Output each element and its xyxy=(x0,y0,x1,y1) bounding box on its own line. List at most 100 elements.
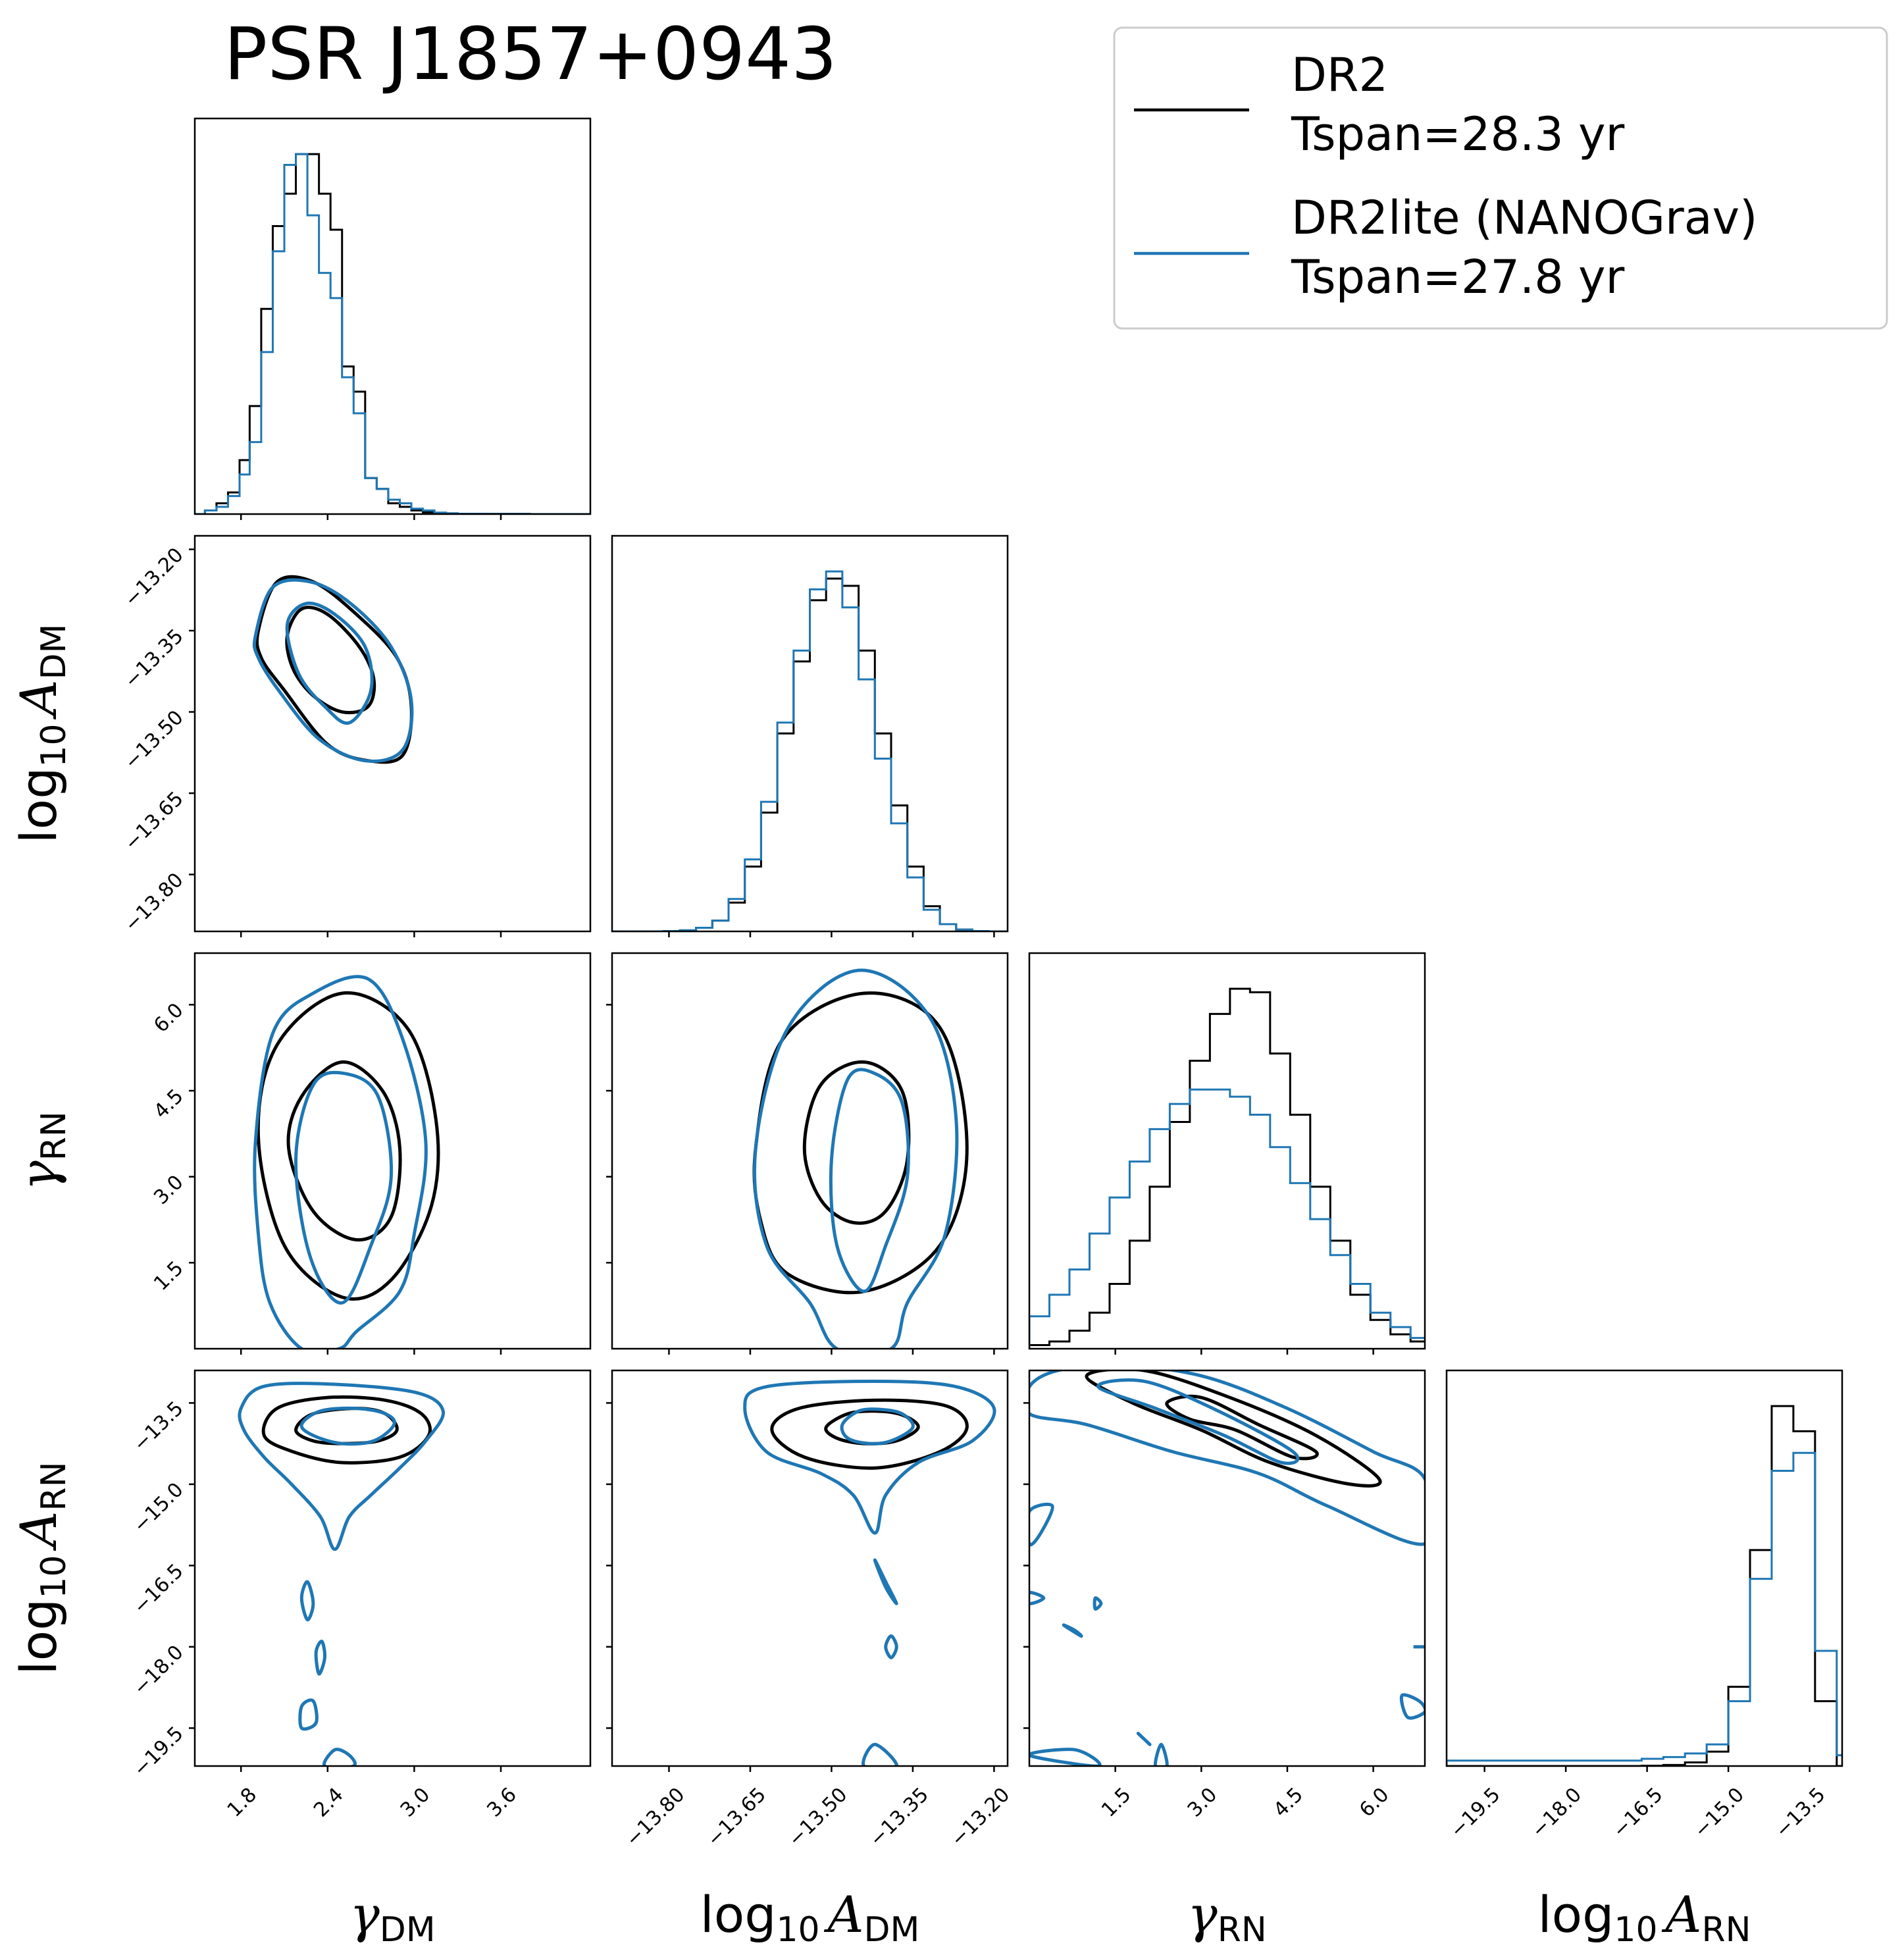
hist-gamma_dm-dr2 xyxy=(195,153,590,514)
x-tick-label-log10_A_dm: −13.20 xyxy=(946,1783,1014,1851)
ylabel-gamma_rn: γRN xyxy=(9,1111,74,1190)
y-tick-label-log10_A_rn: −13.5 xyxy=(129,1397,188,1456)
contour-island-dr2lite xyxy=(1029,1502,1054,1547)
hist-log10_A_dm-dr2lite xyxy=(612,570,1008,931)
contour-outer-dr2lite xyxy=(752,968,959,1349)
legend: DR2 Tspan=28.3 yr DR2lite (NANOGrav) Tsp… xyxy=(1113,26,1888,330)
xlabel-gamma_dm: γDM xyxy=(349,1885,435,1950)
contour-island-dr2lite xyxy=(1062,1623,1083,1638)
contour-inner-dr2lite xyxy=(285,601,374,725)
hist-frame-log10_A_rn xyxy=(1445,1369,1843,1767)
contour-island-dr2lite xyxy=(862,1742,898,1766)
contour-island-dr2lite xyxy=(873,1558,898,1605)
legend-frame xyxy=(1113,26,1888,330)
y-tick-label-gamma_rn: 3.0 xyxy=(149,1171,188,1209)
x-tick-label-log10_A_rn: −13.5 xyxy=(1771,1783,1830,1842)
hist-gamma_rn-dr2lite xyxy=(1029,1088,1425,1349)
contour-island-dr2lite xyxy=(884,1634,898,1659)
y-tick-label-log10_A_dm: −13.50 xyxy=(120,706,188,773)
ylabel-log10_A_dm: log10ADM xyxy=(9,624,74,844)
legend-label-dr2-line2: Tspan=28.3 yr xyxy=(1291,107,1625,161)
ylabel-log10_A_rn: log10ARN xyxy=(9,1462,74,1675)
hist-frame-log10_A_dm xyxy=(611,534,1009,933)
y-tick-label-log10_A_dm: −13.20 xyxy=(120,543,188,611)
contour-outer-dr2 xyxy=(752,991,969,1295)
x-tick-label-log10_A_rn: −15.0 xyxy=(1689,1783,1749,1842)
axis-labels-layer: γDM log10 ADM log10ADM γRN γRN log10 ARN log10AR… xyxy=(9,624,1751,1950)
contour-outer-dr2 xyxy=(261,1395,432,1465)
contour-inner-dr2lite xyxy=(840,1407,915,1445)
contour-frame xyxy=(611,1369,1009,1767)
x-tick-label-gamma_rn: 1.5 xyxy=(1097,1783,1135,1821)
contour-panel-log10_A_dm-vs-log10_A_rn xyxy=(611,1369,1009,1767)
contour-inner-dr2 xyxy=(1165,1394,1319,1461)
xlabel-log10_A_dm: log10 ADM xyxy=(700,1885,920,1950)
legend-label-dr2-line1: DR2 xyxy=(1291,48,1388,102)
x-tick-label-log10_A_dm: −13.50 xyxy=(784,1783,852,1851)
x-tick-label-log10_A_rn: −19.5 xyxy=(1446,1783,1505,1842)
x-tick-label-gamma_rn: 6.0 xyxy=(1355,1783,1393,1821)
y-tick-label-gamma_rn: 4.5 xyxy=(149,1085,188,1123)
y-tick-label-gamma_rn: 6.0 xyxy=(149,999,188,1037)
contour-frame xyxy=(1028,1369,1426,1767)
xlabel-gamma_rn: γRN xyxy=(1187,1885,1266,1950)
contour-outer-dr2 xyxy=(256,991,440,1301)
hist-panel-gamma_dm xyxy=(193,117,592,515)
contour-inner-dr2lite xyxy=(829,1068,910,1293)
y-tick-label-log10_A_rn: −18.0 xyxy=(129,1641,188,1700)
y-tick-label-log10_A_dm: −13.65 xyxy=(120,787,188,855)
hist-panel-gamma_rn xyxy=(1028,952,1426,1350)
y-tick-label-log10_A_dm: −13.80 xyxy=(120,868,188,936)
contour-outer-dr2 xyxy=(1085,1370,1382,1488)
contour-island-dr2lite xyxy=(314,1640,327,1676)
x-tick-label-gamma_rn: 3.0 xyxy=(1183,1783,1222,1821)
contour-outer-dr2 xyxy=(770,1398,969,1470)
x-tick-label-gamma_dm: 3.0 xyxy=(396,1783,434,1821)
hist-panel-log10_A_dm xyxy=(611,534,1009,933)
hist-gamma_dm-dr2lite xyxy=(195,153,590,514)
legend-label-dr2lite-line1: DR2lite (NANOGrav) xyxy=(1291,191,1757,245)
contour-frame xyxy=(611,952,1009,1350)
contour-panel-gamma_dm-vs-gamma_rn xyxy=(193,952,592,1350)
y-tick-label-log10_A_rn: −19.5 xyxy=(129,1722,188,1781)
x-tick-label-gamma_dm: 3.6 xyxy=(482,1783,521,1821)
hist-panel-log10_A_rn xyxy=(1445,1369,1843,1767)
y-tick-label-log10_A_rn: −16.5 xyxy=(129,1559,188,1619)
hist-gamma_rn-dr2 xyxy=(1029,987,1425,1349)
contour-island-dr2lite xyxy=(1399,1693,1425,1720)
chart-title: PSR J1857+0943 xyxy=(224,12,837,96)
contour-island-dr2lite xyxy=(1029,1590,1046,1605)
contour-inner-dr2lite xyxy=(1096,1378,1300,1465)
contour-outer-dr2lite xyxy=(253,975,428,1349)
contour-outer-dr2lite xyxy=(252,578,414,763)
contour-inner-dr2 xyxy=(285,606,376,715)
contour-frame xyxy=(193,534,592,933)
x-tick-label-log10_A_dm: −13.80 xyxy=(621,1783,689,1851)
y-tick-label-log10_A_rn: −15.0 xyxy=(129,1478,188,1538)
contour-panel-gamma_dm-vs-log10_A_rn xyxy=(193,1369,592,1767)
contour-inner-dr2lite xyxy=(299,1406,396,1446)
contour-island-dr2lite xyxy=(1136,1731,1152,1746)
contour-island-dr2lite xyxy=(322,1748,357,1766)
hist-frame-gamma_dm xyxy=(193,117,592,515)
x-tick-label-gamma_dm: 1.8 xyxy=(223,1783,261,1821)
x-tick-label-log10_A_dm: −13.65 xyxy=(703,1783,771,1851)
x-tick-label-gamma_rn: 4.5 xyxy=(1269,1783,1307,1821)
contour-panel-gamma_rn-vs-log10_A_rn xyxy=(1028,1369,1426,1767)
x-tick-label-log10_A_rn: −16.5 xyxy=(1608,1783,1668,1842)
contour-outer-dr2 xyxy=(255,575,413,764)
contour-panel-log10_A_dm-vs-gamma_rn xyxy=(611,952,1009,1350)
contour-island-dr2lite xyxy=(1093,1596,1103,1611)
x-tick-label-log10_A_dm: −13.35 xyxy=(865,1783,933,1851)
contour-frame xyxy=(193,952,592,1350)
contour-island-dr2lite xyxy=(1153,1742,1169,1766)
legend-label-dr2lite-line2: Tspan=27.8 yr xyxy=(1291,250,1625,304)
contour-island-dr2lite xyxy=(298,1698,319,1731)
contour-frame xyxy=(193,1369,592,1767)
contour-island-dr2lite xyxy=(1029,1748,1102,1766)
x-tick-label-log10_A_rn: −18.0 xyxy=(1527,1783,1586,1842)
contour-outer-dr2lite xyxy=(238,1382,445,1551)
contour-outer-dr2lite xyxy=(1029,1370,1425,1546)
contour-inner-dr2lite xyxy=(294,1070,394,1305)
